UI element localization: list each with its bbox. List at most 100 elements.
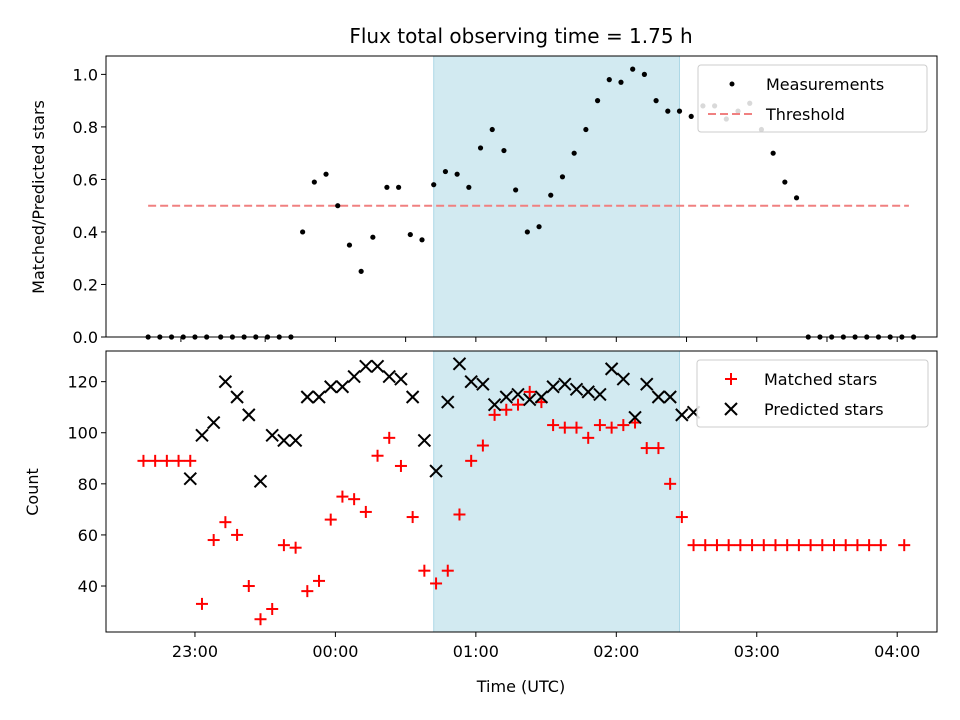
matched-star-point	[277, 539, 290, 552]
matched-star-point	[699, 539, 712, 552]
predicted-star-point	[604, 362, 619, 376]
matched-star-point	[406, 511, 419, 524]
predicted-star-point	[242, 408, 256, 422]
bottom-x-axis: 23:00 00:00 01:00 02:00 03:00 04:00	[172, 632, 920, 661]
bottom-legend: Matched stars Predicted stars	[696, 359, 929, 428]
predicted-star-point	[675, 408, 689, 422]
matched-star-point	[839, 539, 852, 552]
measurement-point	[323, 171, 329, 177]
measurement-point	[536, 224, 542, 230]
predicted-star-point	[441, 395, 455, 409]
predicted-star-point	[195, 428, 209, 443]
measurement-point	[407, 231, 413, 238]
predicted-star-point	[581, 385, 595, 399]
predicted-star-point	[359, 359, 373, 374]
bottom-y-tick-label: 120	[67, 373, 98, 392]
bottom-x-tick-label: 23:00	[172, 642, 218, 661]
legend-matched-label: Matched stars	[764, 370, 877, 389]
matched-star-point	[371, 449, 384, 462]
bottom-highlight-band	[433, 350, 681, 633]
predicted-star-point	[265, 428, 279, 443]
bottom-x-tick-label: 02:00	[593, 642, 639, 661]
measurement-point	[384, 184, 390, 190]
matched-star-point	[570, 421, 583, 434]
predicted-star-point	[464, 374, 478, 389]
matched-star-point	[898, 539, 911, 552]
bottom-x-tick-label: 01:00	[453, 642, 499, 661]
bottom-plot-frame	[105, 350, 938, 633]
matched-star-point	[195, 597, 208, 610]
matched-star-point	[465, 454, 478, 467]
matched-star-point	[640, 442, 653, 455]
measurement-point	[300, 229, 306, 235]
legend-predicted-label: Predicted stars	[764, 400, 884, 419]
measurement-point	[641, 71, 647, 77]
matched-star-point	[430, 577, 443, 590]
matched-star-point	[769, 539, 782, 552]
matched-star-point	[149, 454, 162, 467]
matched-star-point	[511, 398, 524, 411]
predicted-star-point	[534, 390, 549, 404]
measurement-point	[606, 77, 612, 83]
matched-star-point	[313, 574, 326, 587]
matched-star-point	[207, 534, 220, 547]
matched-star-point	[289, 541, 302, 554]
predicted-star-point	[394, 372, 408, 386]
bottom-x-tick-label: 03:00	[734, 642, 780, 661]
predicted-star-point	[476, 377, 490, 391]
matched-star-point	[336, 490, 349, 503]
measurement-point	[594, 98, 601, 104]
predicted-star-point	[593, 387, 607, 402]
measurement-point	[630, 66, 636, 72]
measurement-point	[358, 268, 364, 274]
top-y-tick-label: 0.0	[73, 328, 98, 347]
matched-star-point	[617, 419, 630, 432]
measurement-point	[370, 234, 376, 240]
matched-star-point	[160, 454, 173, 467]
measurement-point	[618, 79, 624, 85]
top-y-axis: 0.0 0.2 0.4 0.6 0.8 1.0	[73, 65, 106, 347]
matched-star-point	[816, 539, 829, 552]
top-y-tick-label: 0.4	[73, 223, 98, 242]
top-x-axis	[180, 337, 898, 342]
matched-star-point	[687, 539, 700, 552]
matched-star-point	[652, 442, 665, 455]
matched-star-point	[547, 419, 560, 432]
predicted-star-point	[558, 377, 572, 391]
matched-star-point	[851, 539, 864, 552]
predicted-star-point	[452, 357, 467, 371]
top-legend: Measurements Threshold	[697, 64, 928, 133]
measurement-point	[793, 195, 800, 201]
measurement-point	[770, 150, 776, 156]
matched-star-point	[523, 385, 536, 398]
matched-star-point	[476, 439, 489, 452]
matched-star-point	[781, 539, 794, 552]
matched-star-point	[383, 431, 396, 444]
predicted-star-point	[300, 390, 315, 404]
legend-threshold-label: Threshold	[765, 105, 845, 124]
matched-star-point	[441, 564, 454, 577]
predicted-star-point	[253, 474, 268, 488]
measurement-point	[335, 203, 341, 209]
matched-star-point	[792, 539, 805, 552]
measurement-point	[466, 184, 472, 190]
measurement-point	[346, 242, 353, 248]
predicted-star-point	[382, 369, 396, 384]
top-legend-box	[697, 64, 928, 133]
matched-star-point	[863, 539, 876, 552]
matched-star-point	[828, 539, 841, 552]
matched-star-point	[582, 431, 595, 444]
matched-star-point	[746, 539, 759, 552]
matched-star-point	[266, 603, 279, 616]
matched-star-point	[348, 493, 361, 506]
predicted-star-point	[487, 397, 502, 412]
bottom-y-label: Count	[23, 468, 42, 516]
measurement-point	[454, 171, 460, 177]
predicted-star-point	[335, 380, 350, 394]
bottom-panel: 40 60 80 100 120 23:00 00:00 01:00 02:00 03:00 04…	[23, 350, 938, 696]
matched-star-point	[172, 454, 185, 467]
matched-star-point	[675, 511, 688, 524]
matched-star-point	[184, 454, 197, 467]
measurement-point	[489, 126, 495, 133]
